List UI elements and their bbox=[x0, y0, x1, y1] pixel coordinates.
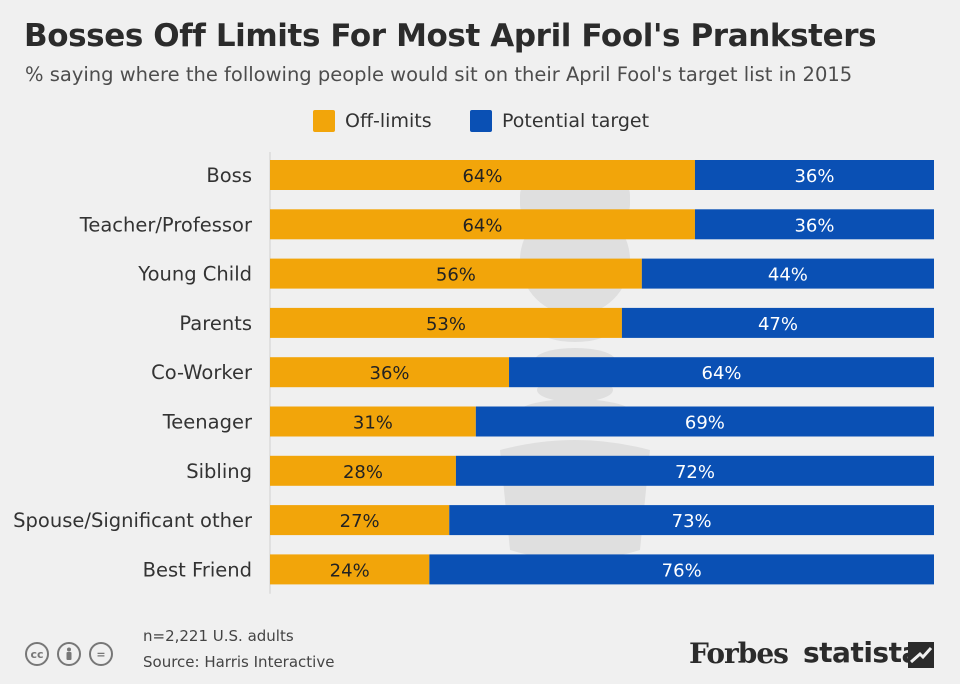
license-icons: cc = bbox=[25, 642, 113, 666]
data-label-off-limits: 31% bbox=[353, 413, 393, 434]
category-label: Co-Worker bbox=[151, 361, 253, 384]
data-label-off-limits: 36% bbox=[370, 363, 410, 384]
bar-potential-target bbox=[621, 307, 934, 338]
category-label: Spouse/Significant other bbox=[13, 509, 253, 532]
bar-off-limits bbox=[270, 406, 476, 437]
data-label-off-limits: 53% bbox=[426, 314, 466, 335]
bar-potential-target bbox=[429, 554, 934, 585]
data-label-potential-target: 64% bbox=[702, 363, 742, 384]
bar-potential-target bbox=[694, 209, 934, 240]
bar-potential-target bbox=[449, 505, 934, 536]
data-label-potential-target: 47% bbox=[758, 314, 798, 335]
bar-potential-target bbox=[509, 357, 934, 388]
bar-potential-target bbox=[641, 258, 934, 289]
creative-commons-icon: cc bbox=[25, 642, 49, 666]
bar-potential-target bbox=[694, 160, 934, 190]
bar-off-limits bbox=[270, 554, 430, 585]
source-note: Source: Harris Interactive bbox=[143, 653, 335, 671]
legend-item-off-limits: Off-limits bbox=[313, 110, 432, 132]
attribution-icon bbox=[57, 642, 81, 666]
data-label-off-limits: 28% bbox=[343, 462, 383, 483]
statista-mark-icon bbox=[908, 642, 934, 668]
chart-subtitle: % saying where the following people woul… bbox=[25, 63, 853, 86]
data-label-potential-target: 36% bbox=[794, 166, 834, 187]
category-label: Teenager bbox=[162, 411, 253, 434]
category-label: Teacher/Professor bbox=[79, 213, 253, 236]
bar-off-limits bbox=[270, 209, 695, 240]
data-label-potential-target: 44% bbox=[768, 265, 808, 286]
chart-title: Bosses Off Limits For Most April Fool's … bbox=[24, 18, 877, 54]
category-label: Boss bbox=[206, 164, 252, 187]
data-label-potential-target: 69% bbox=[685, 413, 725, 434]
bar-off-limits bbox=[270, 160, 695, 190]
no-derivatives-icon: = bbox=[89, 642, 113, 666]
statista-logo: statista bbox=[803, 636, 920, 669]
category-label: Best Friend bbox=[143, 558, 252, 581]
bar-off-limits bbox=[270, 455, 456, 486]
category-label: Parents bbox=[179, 312, 252, 335]
data-label-off-limits: 64% bbox=[462, 166, 502, 187]
bar-off-limits bbox=[270, 307, 622, 338]
legend-swatch-off-limits bbox=[313, 110, 335, 132]
data-label-potential-target: 76% bbox=[662, 560, 702, 581]
legend-swatch-potential-target bbox=[470, 110, 492, 132]
stacked-bar-chart: Boss 64% 36% Teacher/Professor 64% 36% Young C… bbox=[13, 152, 934, 594]
data-label-off-limits: 56% bbox=[436, 265, 476, 286]
bar-potential-target bbox=[475, 406, 934, 437]
bar-potential-target bbox=[455, 455, 934, 486]
category-label: Sibling bbox=[186, 460, 252, 483]
forbes-logo: Forbes bbox=[689, 637, 789, 670]
data-label-potential-target: 73% bbox=[672, 511, 712, 532]
bar-off-limits bbox=[270, 258, 642, 289]
data-label-potential-target: 72% bbox=[675, 462, 715, 483]
data-label-off-limits: 27% bbox=[340, 511, 380, 532]
legend-item-potential-target: Potential target bbox=[470, 110, 649, 132]
category-label: Young Child bbox=[137, 263, 252, 286]
bar-off-limits bbox=[270, 505, 450, 536]
data-label-off-limits: 64% bbox=[462, 215, 502, 236]
legend: Off-limits Potential target bbox=[0, 110, 960, 136]
data-label-potential-target: 36% bbox=[794, 215, 834, 236]
legend-label-off-limits: Off-limits bbox=[345, 110, 432, 132]
bar-off-limits bbox=[270, 357, 510, 388]
sample-note: n=2,221 U.S. adults bbox=[143, 627, 294, 645]
legend-label-potential-target: Potential target bbox=[502, 110, 650, 132]
data-label-off-limits: 24% bbox=[330, 560, 370, 581]
